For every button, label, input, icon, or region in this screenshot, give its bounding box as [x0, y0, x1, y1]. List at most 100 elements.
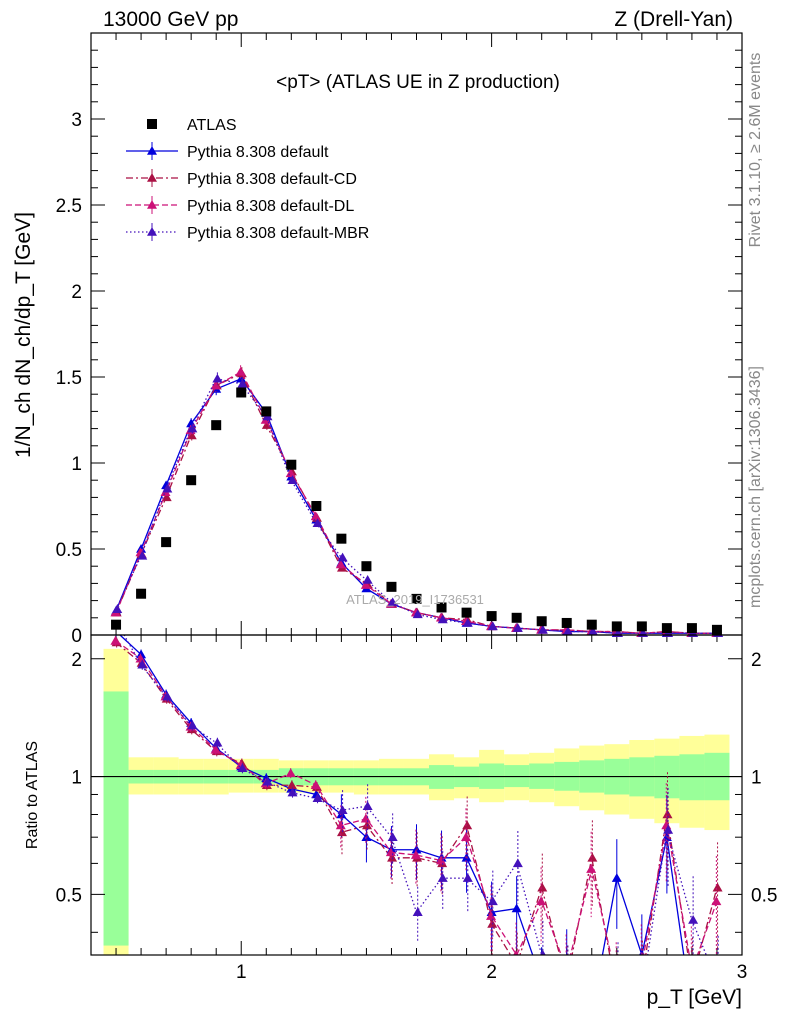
ratio-marker — [335, 820, 346, 830]
series-marker — [285, 468, 296, 478]
atlas-data-point — [211, 420, 222, 431]
legend-label: Pythia 8.308 default — [187, 144, 329, 161]
series-marker — [235, 366, 246, 376]
y-axis-title: 1/N_ch dN_ch/dp_T [GeV] — [12, 212, 35, 458]
atlas-data-point — [611, 621, 622, 632]
atlas-data-point — [636, 621, 647, 632]
legend-marker — [147, 146, 157, 155]
atlas-data-point — [336, 533, 347, 544]
series-marker — [335, 559, 346, 569]
ratio-y-tick-label-right: 2 — [751, 650, 762, 671]
series-marker — [462, 617, 473, 627]
rivet-version-label: Rivet 3.1.10, ≥ 2.6M events — [747, 53, 764, 248]
tick-labels: 0 0.5 1 1.5 2 2.5 3 0.5 0.5 1 1 2 2 1 2 3 — [56, 110, 778, 983]
y-tick-label: 0 — [71, 626, 82, 647]
ratio-marker — [711, 896, 722, 906]
ratio-marker — [286, 780, 297, 790]
series-marker — [587, 626, 598, 636]
series-marker — [437, 614, 448, 624]
atlas-data-point — [386, 581, 397, 592]
series-marker — [210, 380, 221, 390]
ratio-marker — [537, 882, 548, 892]
y-tick-label: 0.5 — [56, 540, 82, 561]
ratio-marker — [487, 919, 498, 928]
series-marker — [387, 597, 398, 607]
legend-label: Pythia 8.308 default-DL — [187, 198, 354, 215]
chart-title: <pT> (ATLAS UE in Z production) — [276, 72, 560, 93]
atlas-data-point — [261, 406, 272, 417]
atlas-data-point — [311, 501, 322, 511]
series-marker — [312, 518, 323, 527]
x-tick-label: 2 — [486, 962, 497, 983]
legend-label: Pythia 8.308 default-MBR — [187, 225, 369, 242]
ratio-marker — [411, 844, 422, 854]
ratio-marker — [187, 720, 198, 730]
ratio-marker — [285, 768, 296, 777]
y-tick-label: 1 — [71, 454, 82, 475]
legend-marker — [147, 200, 157, 209]
atlas-data-point — [161, 537, 172, 548]
ratio-y-tick-label: 0.5 — [56, 885, 82, 906]
atlas-data-point — [186, 475, 197, 486]
analysis-watermark: ATLAS_2019_I1736531 — [346, 592, 484, 607]
ratio-marker — [336, 827, 347, 837]
atlas-data-point — [586, 619, 597, 630]
ratio-marker — [487, 896, 498, 906]
ratio-marker — [385, 847, 396, 857]
series-marker — [287, 475, 298, 484]
atlas-data-point — [411, 593, 422, 604]
series-marker — [162, 483, 173, 493]
ratio-axis-title: Ratio to ATLAS — [24, 741, 41, 849]
ratio-marker — [337, 805, 348, 815]
ratio-marker — [360, 813, 371, 823]
ratio-marker — [462, 873, 473, 882]
ratio-marker — [461, 852, 472, 862]
atlas-data-point — [536, 616, 547, 627]
series-marker — [187, 423, 198, 433]
ratio-marker — [663, 825, 674, 834]
x-tick-label: 3 — [737, 962, 748, 983]
atlas-data-point — [686, 623, 697, 634]
legend-label: ATLAS — [187, 117, 237, 134]
ratio-marker — [412, 907, 423, 917]
band-stat-bin — [679, 754, 705, 801]
series-marker — [236, 373, 247, 383]
ratio-marker — [287, 787, 298, 797]
ratio-marker — [110, 636, 121, 645]
series-marker — [237, 378, 248, 388]
atlas-data-point — [511, 612, 522, 623]
series-marker — [112, 604, 123, 613]
series-marker — [337, 552, 348, 562]
y-tick-label: 2 — [71, 282, 82, 303]
series-marker — [512, 623, 523, 632]
ratio-marker — [513, 950, 519, 955]
header-left-label: 13000 GeV pp — [103, 8, 238, 31]
x-tick-label: 1 — [236, 962, 247, 983]
ratio-marker — [237, 763, 248, 773]
ratio-marker — [410, 850, 421, 859]
series-marker — [360, 580, 371, 589]
legend: ATLAS Pythia 8.308 default Pythia 8.308 de… — [126, 117, 369, 242]
atlas-data-point — [461, 607, 472, 618]
ratio-marker — [210, 744, 221, 754]
ratio-series-group — [110, 635, 723, 955]
ratio-marker — [361, 832, 372, 841]
y-tick-label: 3 — [71, 110, 82, 131]
ratio-marker — [460, 832, 471, 841]
ratio-marker — [587, 852, 598, 862]
ratio-y-tick-label-right: 1 — [751, 768, 762, 789]
atlas-data-point — [661, 623, 672, 634]
ratio-marker — [437, 873, 448, 882]
ratio-marker — [212, 737, 223, 747]
atlas-data-point — [136, 588, 147, 599]
ratio-marker — [688, 915, 699, 924]
atlas-data-point — [236, 387, 247, 398]
legend-marker — [147, 227, 157, 236]
header-right-label: Z (Drell-Yan) — [614, 8, 733, 31]
series-marker — [161, 492, 172, 502]
ratio-marker — [387, 832, 398, 841]
ratio-marker — [611, 873, 622, 882]
series-marker — [212, 373, 223, 383]
series-marker — [137, 550, 148, 560]
